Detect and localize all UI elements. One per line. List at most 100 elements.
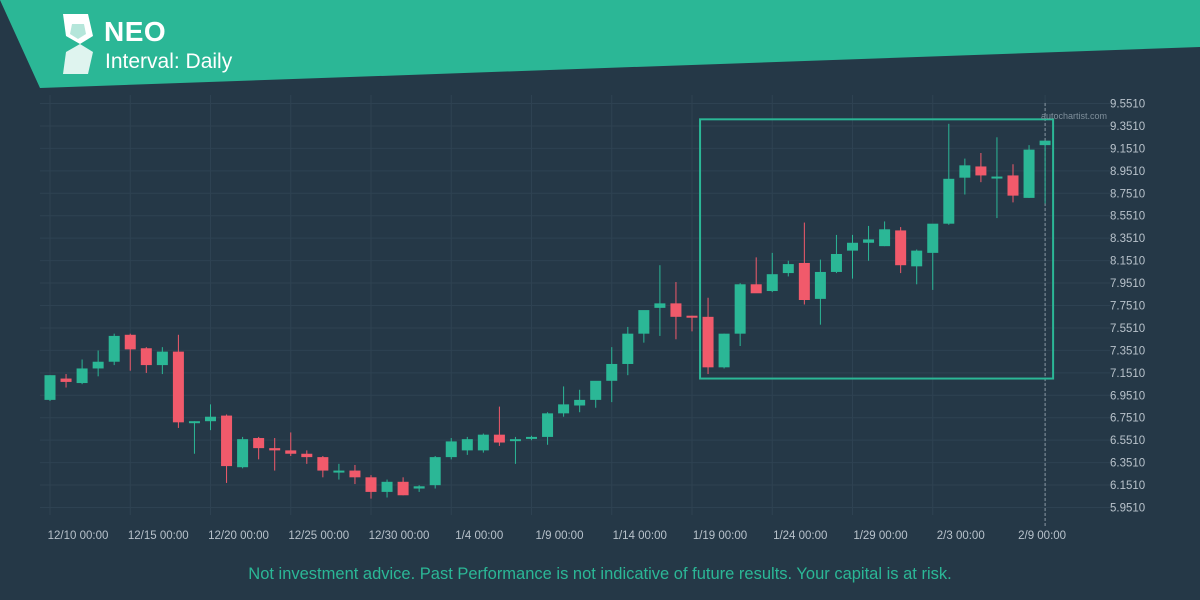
y-tick-label: 8.7510: [1110, 188, 1145, 200]
candle-body: [702, 316, 714, 368]
candle: [975, 152, 987, 183]
candle: [317, 455, 329, 478]
candle-body: [782, 264, 794, 274]
candle: [509, 436, 521, 464]
candle-body: [349, 470, 361, 478]
disclaimer: Not investment advice. Past Performance …: [248, 565, 952, 583]
candle-body: [205, 416, 216, 422]
y-tick-label: 9.3510: [1110, 121, 1145, 133]
y-tick-label: 8.3510: [1110, 233, 1145, 245]
candle-body: [253, 438, 265, 449]
candle-body: [542, 413, 554, 437]
candle-body: [830, 253, 842, 272]
candle: [959, 158, 971, 195]
candle-body: [221, 415, 233, 467]
candle-body: [445, 441, 457, 458]
candle: [285, 432, 297, 456]
candle-body: [766, 274, 778, 292]
candle-body: [814, 271, 826, 299]
candle: [413, 485, 425, 492]
candle: [718, 333, 730, 369]
y-tick-label: 6.7510: [1110, 413, 1145, 425]
candle-body: [381, 481, 393, 492]
y-tick-label: 6.5510: [1110, 435, 1145, 447]
candle: [654, 265, 666, 336]
candle-body: [317, 457, 329, 471]
x-tick-label: 2/9 00:00: [1018, 530, 1066, 542]
candle-body: [429, 457, 441, 486]
candle-body: [140, 348, 152, 366]
candle-body: [558, 404, 570, 414]
candle: [429, 455, 441, 489]
x-tick-label: 1/14 00:00: [613, 530, 667, 542]
candle: [445, 438, 457, 460]
autochartist-logo-icon: [63, 14, 93, 74]
candle: [60, 374, 72, 388]
candle-body: [911, 250, 923, 267]
candle: [991, 137, 1003, 219]
candle-body: [172, 351, 184, 423]
candle-body: [92, 361, 104, 369]
candle-body: [44, 375, 56, 400]
candle-body: [1039, 140, 1051, 146]
y-tick-label: 8.1510: [1110, 256, 1145, 268]
candle: [847, 234, 858, 279]
candle-body: [477, 434, 489, 451]
y-tick-label: 9.1510: [1110, 143, 1145, 155]
candle-body: [975, 166, 987, 176]
watermark: autochartist.com: [1041, 111, 1107, 121]
y-tick-label: 8.9510: [1110, 166, 1145, 178]
interval-label: Interval: Daily: [105, 50, 233, 73]
candle-body: [156, 351, 168, 366]
candle: [365, 475, 377, 499]
candle-body: [397, 481, 409, 496]
candle-body: [574, 399, 586, 406]
candles: [44, 123, 1051, 499]
grid: [40, 95, 1110, 528]
candle: [301, 450, 313, 464]
candle: [269, 438, 281, 471]
candle-body: [285, 450, 297, 454]
candle: [911, 249, 923, 285]
candle-body: [847, 242, 858, 251]
candle-body: [943, 178, 955, 224]
y-tick-label: 5.9510: [1110, 503, 1145, 515]
candle: [734, 283, 746, 347]
candle: [76, 359, 88, 385]
candle-body: [879, 229, 891, 247]
candle-body: [1023, 149, 1035, 198]
x-tick-label: 1/29 00:00: [853, 530, 907, 542]
candle: [686, 315, 698, 332]
candle-body: [301, 453, 313, 458]
candle: [943, 123, 955, 225]
y-tick-label: 9.5510: [1110, 99, 1145, 111]
candle: [477, 433, 489, 453]
candle-body: [863, 239, 875, 243]
candle-body: [606, 363, 618, 381]
x-tick-label: 1/9 00:00: [536, 530, 584, 542]
candle-body: [461, 439, 473, 451]
candle: [638, 310, 650, 343]
candle: [349, 464, 361, 485]
candle-body: [60, 378, 72, 382]
pattern-box: [699, 118, 1055, 380]
candle: [670, 282, 682, 340]
candle: [590, 380, 602, 408]
candle: [542, 412, 554, 445]
candle: [814, 259, 826, 325]
candle: [622, 326, 634, 376]
candle-body: [895, 230, 907, 266]
y-tick-label: 7.7510: [1110, 301, 1145, 313]
candle: [702, 297, 714, 375]
candle: [558, 386, 570, 417]
candle-body: [413, 486, 425, 489]
candle: [461, 436, 473, 455]
x-tick-label: 12/20 00:00: [208, 530, 269, 542]
y-tick-label: 7.3510: [1110, 345, 1145, 357]
candle-body: [927, 223, 939, 253]
candle-body: [959, 165, 971, 178]
y-tick-label: 7.5510: [1110, 323, 1145, 335]
y-tick-label: 6.1510: [1110, 480, 1145, 492]
candle: [124, 333, 136, 371]
